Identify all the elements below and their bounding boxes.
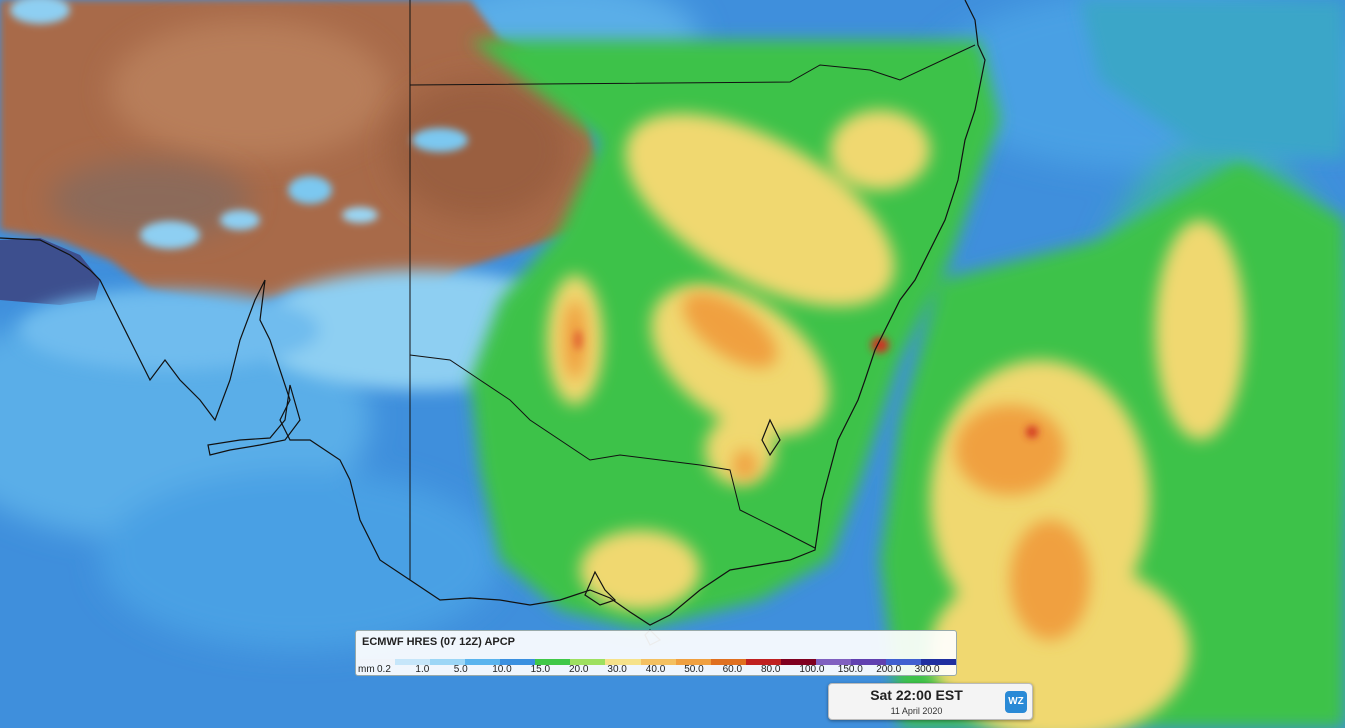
legend-swatch (395, 659, 431, 665)
legend-value: 60.0 (722, 664, 743, 675)
legend-value: 20.0 (569, 664, 589, 675)
legend-value: 0.2 (377, 664, 391, 675)
legend-swatch (710, 659, 746, 665)
legend-swatch (360, 659, 396, 665)
weatherzone-logo[interactable]: WZ (1005, 691, 1027, 713)
legend-value: 200.0 (876, 664, 902, 675)
legend-value: 30.0 (607, 664, 627, 675)
legend-swatch (921, 659, 957, 665)
legend-value: 5.0 (453, 664, 468, 675)
legend-swatch (780, 659, 816, 665)
legend-value: 80.0 (761, 664, 781, 675)
rainfall-legend: ECMWF HRES (07 12Z) APCP mm 0.2 1.0 5.0 10.… (355, 630, 957, 676)
legend-swatch (675, 659, 711, 665)
lake (0, 238, 100, 305)
legend-swatch (640, 659, 676, 665)
legend-value: 50.0 (684, 664, 704, 675)
legend-unit: mm (358, 664, 375, 675)
legend-value: 15.0 (530, 664, 551, 675)
legend-swatch (815, 659, 851, 665)
legend-value: 40.0 (645, 664, 666, 675)
legend-swatch (430, 659, 466, 665)
legend-value: 10.0 (492, 664, 512, 675)
desert-rain-patches (10, 0, 468, 249)
rain-orange-zones (563, 292, 1090, 640)
legend-swatch (885, 659, 921, 665)
legend-swatch (535, 659, 571, 665)
legend-labels: mm 0.2 1.0 5.0 10.0 15.0 20.0 30.0 40.0 50.0 60.0… (356, 664, 958, 676)
legend-swatch (500, 659, 536, 665)
timestamp-box: Sat 22:00 EST 11 April 2020 WZ (828, 683, 1033, 720)
legend-swatch (570, 659, 606, 665)
legend-color-bar (360, 659, 957, 665)
legend-value: 150.0 (837, 664, 863, 675)
legend-swatch (850, 659, 886, 665)
legend-swatch (465, 659, 501, 665)
legend-value: 1.0 (415, 664, 430, 675)
state-borders (409, 0, 976, 580)
timestamp-main: Sat 22:00 EST (870, 687, 963, 703)
timestamp-date: 11 April 2020 (890, 706, 943, 716)
legend-value: 100.0 (799, 664, 825, 675)
legend-title: ECMWF HRES (07 12Z) APCP (362, 636, 516, 648)
legend-swatch (745, 659, 781, 665)
legend-value: 300.0 (914, 664, 940, 675)
legend-swatch (605, 659, 641, 665)
